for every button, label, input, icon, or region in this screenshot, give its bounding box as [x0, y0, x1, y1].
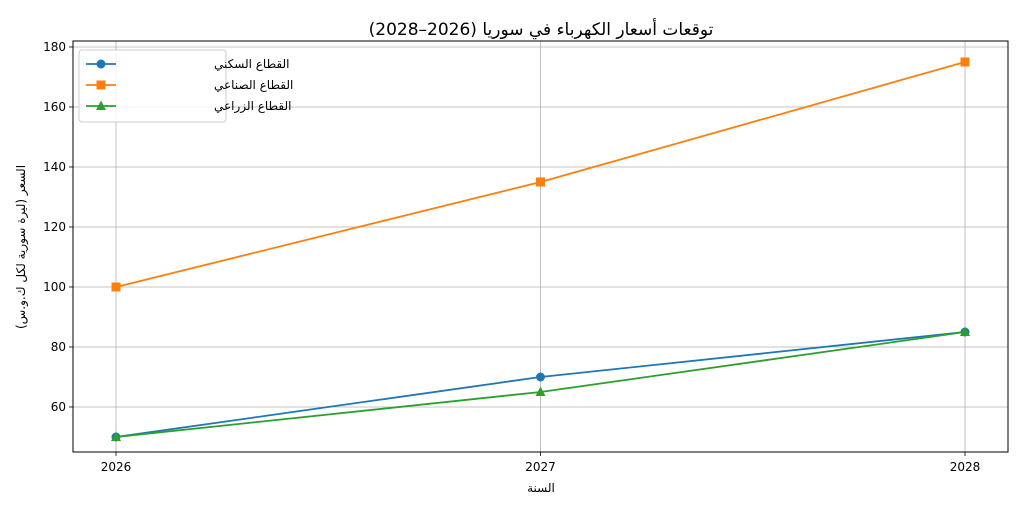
series-2: [111, 57, 970, 292]
y-tick-label: 160: [43, 100, 66, 114]
legend-marker: [96, 100, 106, 110]
x-tick-label: 2028: [950, 460, 981, 474]
chart-title: توقعات أسعار الكهرباء في سوريا (2026–202…: [369, 18, 714, 40]
legend-box: [78, 49, 227, 123]
legend: القطاع السكني القطاع الصناعي القطاع الزراع…: [78, 49, 293, 123]
data-point: [111, 431, 121, 441]
y-tick-label: 180: [43, 40, 66, 54]
y-tick-label: 120: [43, 220, 66, 234]
legend-item: القطاع الزراعي: [86, 99, 291, 114]
x-tick-label: 2026: [101, 460, 132, 474]
legend-label: القطاع الصناعي: [214, 78, 293, 92]
legend-marker: [96, 80, 106, 90]
data-point: [960, 326, 970, 336]
y-axis-label: السعر (ليرة سورية لكل ك.و.س): [14, 165, 29, 329]
data-point: [111, 282, 121, 292]
y-axis: 60 80 100 120 140 160 180: [43, 40, 73, 414]
grid: [73, 41, 1008, 452]
series-layer: [111, 57, 970, 442]
legend-item: القطاع السكني: [86, 57, 289, 71]
y-tick-label: 140: [43, 160, 66, 174]
y-tick-label: 60: [51, 400, 66, 414]
data-point: [536, 372, 545, 382]
legend-item: القطاع الصناعي: [86, 78, 293, 92]
data-point: [960, 57, 970, 67]
x-axis-label: السنة: [527, 481, 555, 495]
legend-marker: [96, 59, 106, 69]
data-point: [535, 386, 546, 396]
legend-label: القطاع الزراعي: [214, 99, 291, 114]
x-tick-label: 2027: [525, 460, 556, 474]
y-tick-label: 100: [43, 280, 66, 294]
y-tick-label: 80: [51, 340, 66, 354]
series-3: [111, 326, 970, 441]
x-axis: 2026 2027 2028: [101, 452, 981, 474]
data-point: [536, 177, 545, 187]
legend-label: القطاع السكني: [214, 57, 289, 71]
